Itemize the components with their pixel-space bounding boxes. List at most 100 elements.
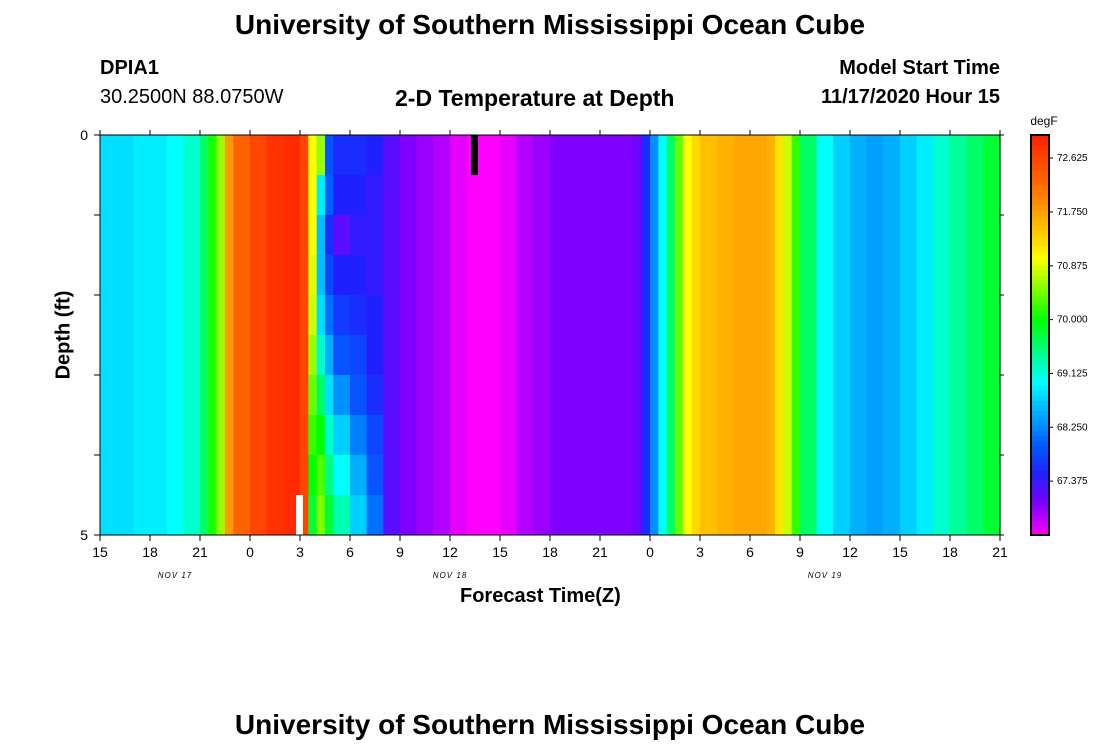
x-tick-label: 0 — [246, 544, 254, 560]
heatmap-column — [800, 135, 818, 535]
colorbar-segment — [1031, 135, 1049, 141]
heatmap-cell — [308, 175, 318, 216]
heatmap-column — [916, 135, 934, 535]
heatmap-cell — [308, 375, 318, 416]
station-coords: 30.2500N 88.0750W — [100, 86, 284, 108]
heatmap-cell — [333, 375, 351, 416]
heatmap-column — [700, 135, 718, 535]
colorbar-segment — [1031, 250, 1049, 256]
heatmap-column — [691, 135, 701, 535]
heatmap-cell — [325, 215, 334, 256]
heatmap-cell — [325, 495, 334, 536]
colorbar-segment — [1031, 500, 1049, 506]
heatmap-cell — [333, 295, 351, 336]
x-tick-label: 9 — [796, 544, 804, 560]
heatmap-cell — [333, 495, 351, 536]
heatmap-column — [600, 135, 618, 535]
colorbar-segment — [1031, 240, 1049, 246]
date-label: NOV 17 — [158, 571, 192, 580]
colorbar-segment — [1031, 400, 1049, 406]
colorbar-tick-label: 68.250 — [1057, 422, 1088, 433]
heatmap-column — [850, 135, 868, 535]
colorbar-segment — [1031, 200, 1049, 206]
heatmap-column — [466, 135, 484, 535]
y-tick-label: 5 — [80, 527, 88, 543]
heatmap-column — [250, 135, 268, 535]
heatmap-cell — [325, 255, 334, 296]
x-tick-label: 6 — [746, 544, 754, 560]
heatmap-column — [658, 135, 668, 535]
date-label: NOV 18 — [433, 571, 467, 580]
colorbar-segment — [1031, 370, 1049, 376]
heatmap-column — [266, 135, 284, 535]
date-label: NOV 19 — [808, 571, 842, 580]
colorbar-segment — [1031, 490, 1049, 496]
heatmap-cell — [350, 455, 368, 496]
heatmap-column — [683, 135, 693, 535]
chart-title: 2-D Temperature at Depth — [395, 85, 675, 111]
heatmap-column — [650, 135, 659, 535]
colorbar-segment — [1031, 475, 1049, 481]
colorbar-segment — [1031, 375, 1049, 381]
heatmap-column — [283, 135, 301, 535]
heatmap-cell — [316, 495, 326, 536]
colorbar-tick-label: 69.125 — [1057, 368, 1088, 379]
x-tick-label: 15 — [892, 544, 908, 560]
colorbar-tick-label: 71.750 — [1057, 207, 1088, 218]
x-tick-label: 15 — [492, 544, 508, 560]
x-tick-label: 3 — [296, 544, 304, 560]
colorbar-segment — [1031, 405, 1049, 411]
colorbar-segment — [1031, 295, 1049, 301]
model-start-label: Model Start Time — [839, 57, 1000, 79]
colorbar-segment — [1031, 505, 1049, 511]
heatmap-cell — [325, 415, 334, 456]
colorbar-segment — [1031, 530, 1049, 536]
heatmap-cell — [350, 135, 368, 176]
heatmap-column — [616, 135, 634, 535]
colorbar-unit-label: degF — [1030, 114, 1057, 128]
heatmap-cell — [308, 255, 318, 296]
colorbar-segment — [1031, 305, 1049, 311]
colorbar-segment — [1031, 310, 1049, 316]
heatmap-cell — [366, 335, 384, 376]
colorbar-segment — [1031, 230, 1049, 236]
heatmap-column — [783, 135, 793, 535]
colorbar-segment — [1031, 195, 1049, 201]
heatmap-column — [433, 135, 451, 535]
heatmap-column — [583, 135, 601, 535]
colorbar-segment — [1031, 260, 1049, 266]
heatmap-cell — [366, 455, 384, 496]
colorbar-tick-label: 72.625 — [1057, 153, 1088, 164]
colorbar-segment — [1031, 425, 1049, 431]
heatmap-column — [416, 135, 434, 535]
heatmap-column — [883, 135, 901, 535]
colorbar-segment — [1031, 235, 1049, 241]
colorbar-segment — [1031, 520, 1049, 526]
heatmap-column — [200, 135, 209, 535]
heatmap-cell — [366, 215, 384, 256]
x-tick-label: 21 — [592, 544, 608, 560]
colorbar-segment — [1031, 210, 1049, 216]
heatmap-column — [983, 135, 1001, 535]
colorbar-segment — [1031, 440, 1049, 446]
colorbar-segment — [1031, 360, 1049, 366]
heatmap-cell — [316, 375, 326, 416]
heatmap-cell — [333, 215, 351, 256]
colorbar-segment — [1031, 160, 1049, 166]
colorbar-segment — [1031, 415, 1049, 421]
heatmap-cell — [333, 255, 351, 296]
colorbar-segment — [1031, 420, 1049, 426]
heatmap-cell — [316, 215, 326, 256]
heatmap-cell — [325, 375, 334, 416]
heatmap-column — [233, 135, 251, 535]
heatmap-cell — [350, 495, 368, 536]
heatmap-cell — [366, 255, 384, 296]
colorbar-segment — [1031, 165, 1049, 171]
y-tick-label: 0 — [80, 127, 88, 143]
colorbar-segment — [1031, 325, 1049, 331]
colorbar-segment — [1031, 470, 1049, 476]
x-tick-label: 18 — [942, 544, 958, 560]
heatmap-column — [666, 135, 676, 535]
heatmap-cell — [308, 495, 318, 536]
colorbar-segment — [1031, 345, 1049, 351]
